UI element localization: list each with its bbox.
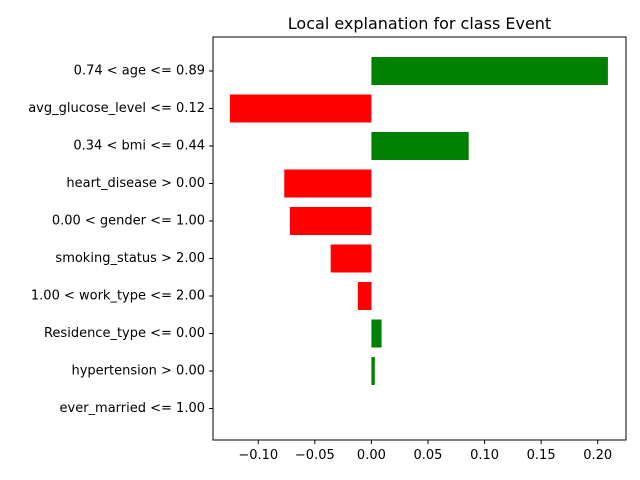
- x-tick-label: 0.15: [527, 448, 556, 463]
- bar-4: [289, 207, 372, 235]
- y-axis-ticks: 0.74 < age <= 0.89 avg_glucose_level <= 0…: [28, 64, 213, 416]
- y-tick-label: heart_disease > 0.00: [66, 176, 205, 191]
- bar-0: [371, 57, 608, 85]
- x-tick-label: 0.00: [357, 448, 386, 463]
- x-tick-label: −0.05: [295, 448, 335, 463]
- bar-7: [371, 319, 382, 348]
- y-tick-label: 0.34 < bmi <= 0.44: [73, 139, 205, 154]
- y-tick-label: ever_married <= 1.00: [60, 401, 205, 416]
- bar-1: [229, 94, 372, 123]
- y-tick-label: avg_glucose_level <= 0.12: [28, 101, 205, 116]
- chart-title: Local explanation for class Event: [288, 14, 551, 33]
- y-tick-label: 0.00 < gender <= 1.00: [52, 214, 205, 229]
- x-tick-label: −0.10: [238, 448, 278, 463]
- x-tick-label: 0.10: [470, 448, 499, 463]
- bar-6: [357, 282, 372, 310]
- bar-2: [371, 132, 469, 160]
- y-tick-label: Residence_type <= 0.00: [44, 326, 205, 341]
- y-tick-label: hypertension > 0.00: [71, 364, 205, 379]
- bar-5: [330, 244, 372, 273]
- bar-3: [284, 169, 372, 198]
- bar-8: [371, 357, 375, 385]
- y-tick-label: 0.74 < age <= 0.89: [74, 64, 205, 79]
- bars-group: [229, 57, 608, 385]
- plot-frame: [212, 36, 627, 441]
- x-axis-ticks: −0.10 −0.05 0.00 0.05 0.10 0.15 0.20: [238, 440, 612, 463]
- y-tick-label: 1.00 < work_type <= 2.00: [31, 289, 205, 304]
- x-tick-label: 0.05: [414, 448, 443, 463]
- x-tick-label: 0.20: [583, 448, 612, 463]
- y-tick-label: smoking_status > 2.00: [55, 251, 205, 266]
